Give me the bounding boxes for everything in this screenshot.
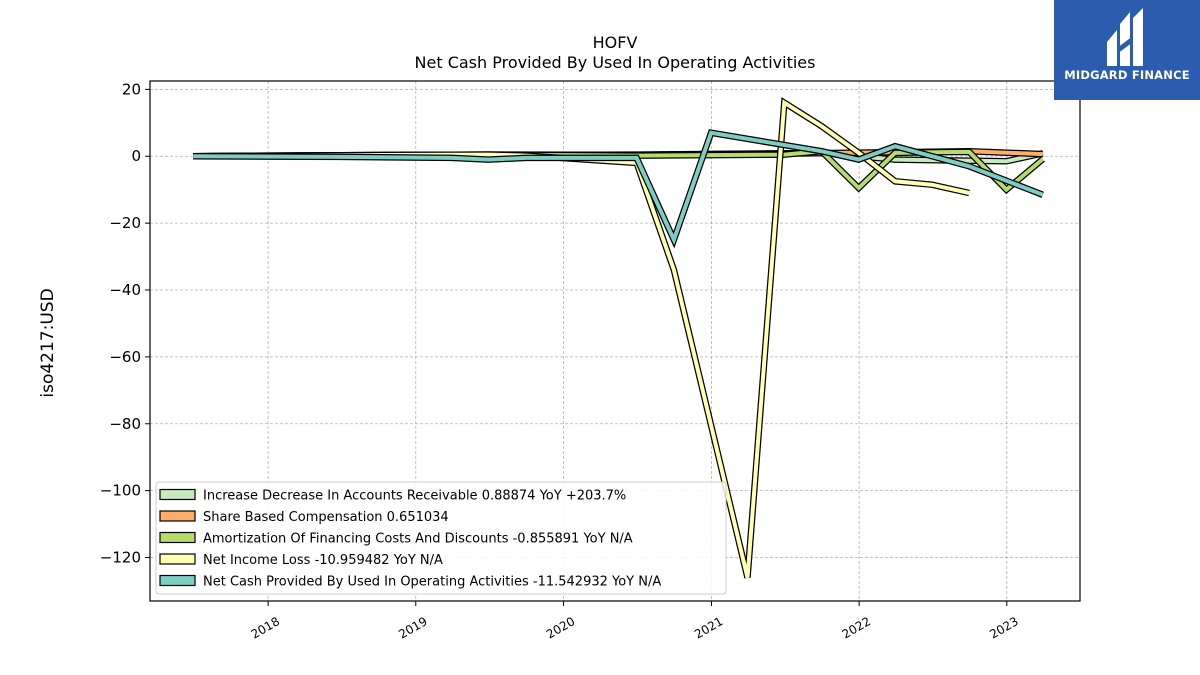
y-axis-label: iso4217:USD — [38, 288, 58, 397]
y-tick-label: −40 — [109, 281, 141, 299]
series-layer — [193, 97, 1045, 579]
y-tick-label: 0 — [131, 147, 141, 165]
series-line-5 — [193, 129, 1044, 249]
legend-swatch — [159, 488, 196, 501]
x-tick-label: 2022 — [840, 614, 873, 641]
legend-swatch — [159, 553, 196, 565]
y-tick-label: −100 — [100, 482, 141, 500]
y-tick-label: −80 — [109, 415, 141, 433]
legend: Increase Decrease In Accounts Receivable… — [155, 481, 727, 595]
x-tick-label: 2020 — [544, 614, 577, 641]
legend-label: Net Cash Provided By Used In Operating A… — [203, 575, 661, 590]
brand-logo: MIDGARD FINANCE — [1054, 0, 1200, 100]
legend-label: Amortization Of Financing Costs And Disc… — [203, 532, 633, 547]
chart-title: HOFV — [593, 33, 638, 52]
axes: 20 0 −20 −40 −60 −80 −100 −120 2018 2019 2020 2021 2… — [100, 80, 1021, 641]
legend-box — [155, 481, 727, 595]
y-tick-label: −20 — [109, 214, 141, 232]
x-tick-label: 2019 — [396, 614, 429, 641]
legend-swatch — [159, 531, 196, 544]
brand-name: MIDGARD FINANCE — [1064, 68, 1190, 82]
y-tick-label: 20 — [122, 80, 141, 98]
legend-label: Increase Decrease In Accounts Receivable… — [203, 489, 626, 504]
chart-subtitle: Net Cash Provided By Used In Operating A… — [415, 53, 816, 72]
legend-swatch — [159, 574, 196, 587]
x-tick-label: 2018 — [249, 614, 282, 641]
series-line-stroke — [193, 130, 1044, 246]
x-tick-label: 2023 — [987, 614, 1020, 641]
legend-label: Net Income Loss -10.959482 YoY N/A — [203, 553, 443, 568]
y-tick-label: −120 — [100, 549, 141, 567]
series-line-stroke — [193, 99, 970, 579]
legend-swatch — [159, 510, 196, 522]
series-line-4 — [193, 97, 970, 579]
y-tick-label: −60 — [109, 348, 141, 366]
legend-label: Share Based Compensation 0.651034 — [203, 510, 449, 525]
x-tick-label: 2021 — [692, 614, 725, 641]
midgard-logo-icon — [1107, 8, 1143, 66]
plot-frame — [149, 80, 1081, 602]
